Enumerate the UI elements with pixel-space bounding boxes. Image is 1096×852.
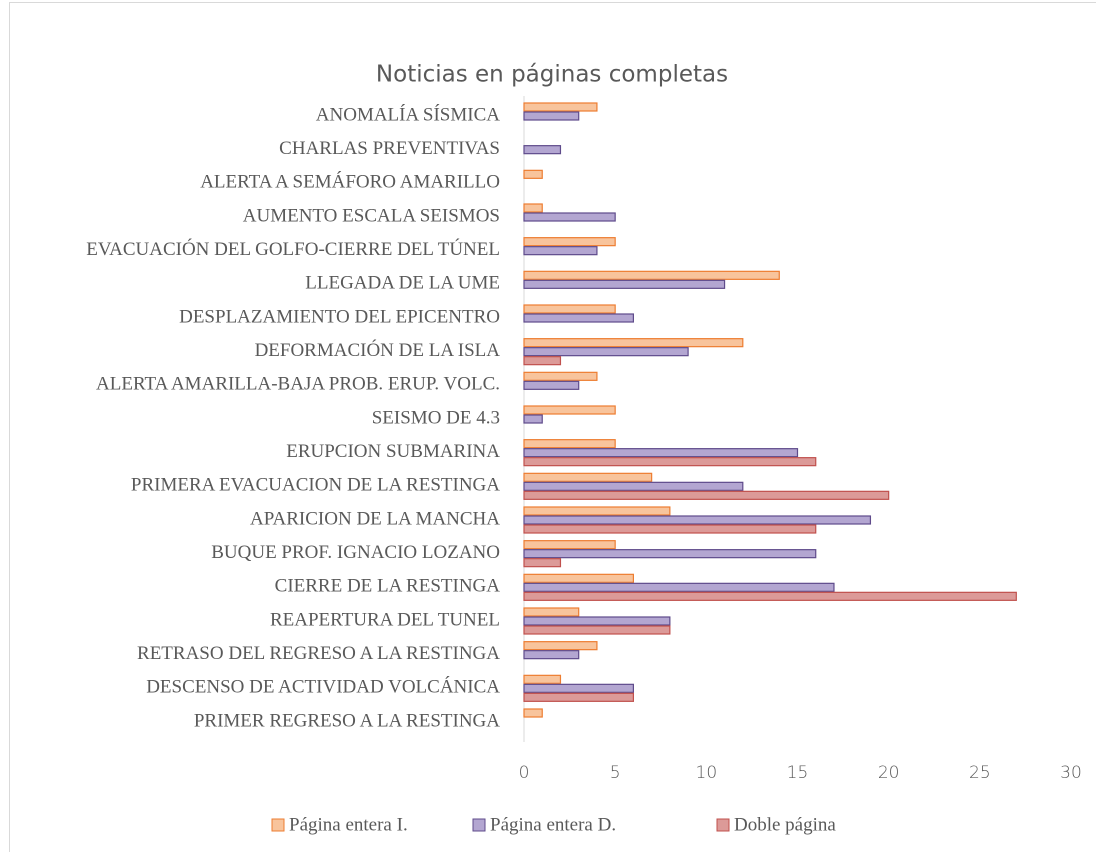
y-tick-label: CIERRE DE LA RESTINGA — [275, 576, 501, 597]
legend-swatch — [271, 818, 285, 832]
bar — [523, 692, 635, 702]
y-tick-label: PRIMERA EVACUACION DE LA RESTINGA — [131, 475, 500, 496]
legend-label: Página entera D. — [490, 814, 616, 835]
bar — [523, 641, 598, 651]
bar — [523, 102, 598, 112]
bar — [523, 246, 598, 256]
legend-label: Página entera I. — [289, 814, 408, 835]
bar — [523, 304, 616, 314]
bar — [523, 582, 835, 592]
bar — [523, 625, 671, 635]
bar — [523, 212, 616, 222]
bar — [523, 371, 598, 381]
bar — [523, 457, 817, 467]
bar — [523, 414, 543, 424]
bar — [523, 169, 543, 179]
bar — [523, 145, 562, 155]
x-tick-label: 30 — [1060, 763, 1082, 783]
bar — [523, 405, 616, 415]
chart-title: Noticias en páginas completas — [376, 62, 728, 88]
legend-swatch — [716, 818, 730, 832]
y-tick-label: DESCENSO DE ACTIVIDAD VOLCÁNICA — [146, 676, 500, 698]
y-tick-label: LLEGADA DE LA UME — [305, 273, 500, 294]
bar — [523, 708, 543, 718]
bar — [523, 356, 562, 366]
x-tick-label: 10 — [696, 763, 718, 783]
bar — [523, 558, 562, 568]
chart-frame — [9, 2, 1096, 852]
bar — [523, 549, 817, 559]
y-tick-label: DESPLAZAMIENTO DEL EPICENTRO — [179, 306, 500, 327]
y-tick-label: ANOMALÍA SÍSMICA — [316, 103, 500, 125]
y-tick-label: ALERTA A SEMÁFORO AMARILLO — [200, 171, 500, 193]
x-tick-label: 25 — [969, 763, 991, 783]
bar — [523, 591, 1017, 601]
bar — [523, 540, 616, 550]
bar — [523, 490, 890, 500]
bar — [523, 347, 689, 357]
x-tick-label: 0 — [519, 763, 530, 783]
y-tick-label: RETRASO DEL REGRESO A LA RESTINGA — [137, 643, 500, 664]
bar — [523, 111, 580, 121]
y-tick-label: ERUPCION SUBMARINA — [286, 441, 500, 462]
legend-label: Doble página — [734, 814, 836, 835]
bar — [523, 650, 580, 660]
bar — [523, 481, 744, 491]
y-tick-label: PRIMER REGRESO A LA RESTINGA — [194, 710, 500, 731]
bar — [523, 237, 616, 247]
bar — [523, 607, 580, 617]
y-tick-label: AUMENTO ESCALA SEISMOS — [243, 205, 500, 226]
bar — [523, 270, 780, 280]
bar — [523, 683, 635, 693]
bar — [523, 203, 543, 213]
bar — [523, 338, 744, 348]
y-tick-label: REAPERTURA DEL TUNEL — [270, 609, 500, 630]
x-tick-label: 5 — [610, 763, 621, 783]
y-tick-label: APARICION DE LA MANCHA — [250, 508, 500, 529]
x-tick-label: 20 — [878, 763, 900, 783]
bar — [523, 380, 580, 390]
bar — [523, 573, 635, 583]
bar — [523, 448, 799, 458]
bar — [523, 515, 872, 525]
y-tick-label: CHARLAS PREVENTIVAS — [279, 138, 500, 159]
bar — [523, 472, 653, 482]
y-tick-label: BUQUE PROF. IGNACIO LOZANO — [211, 542, 500, 563]
bar — [523, 313, 635, 323]
bar — [523, 506, 671, 516]
bar — [523, 616, 671, 626]
y-tick-label: SEISMO DE 4.3 — [372, 407, 500, 428]
y-tick-label: DEFORMACIÓN DE LA ISLA — [255, 339, 501, 361]
bar — [523, 524, 817, 534]
y-tick-label: EVACUACIÓN DEL GOLFO-CIERRE DEL TÚNEL — [86, 238, 500, 260]
bar — [523, 439, 616, 449]
y-tick-label: ALERTA AMARILLA-BAJA PROB. ERUP. VOLC. — [96, 374, 500, 395]
x-tick-label: 15 — [787, 763, 809, 783]
bar — [523, 674, 562, 684]
bar — [523, 279, 726, 289]
legend-swatch — [472, 818, 486, 832]
